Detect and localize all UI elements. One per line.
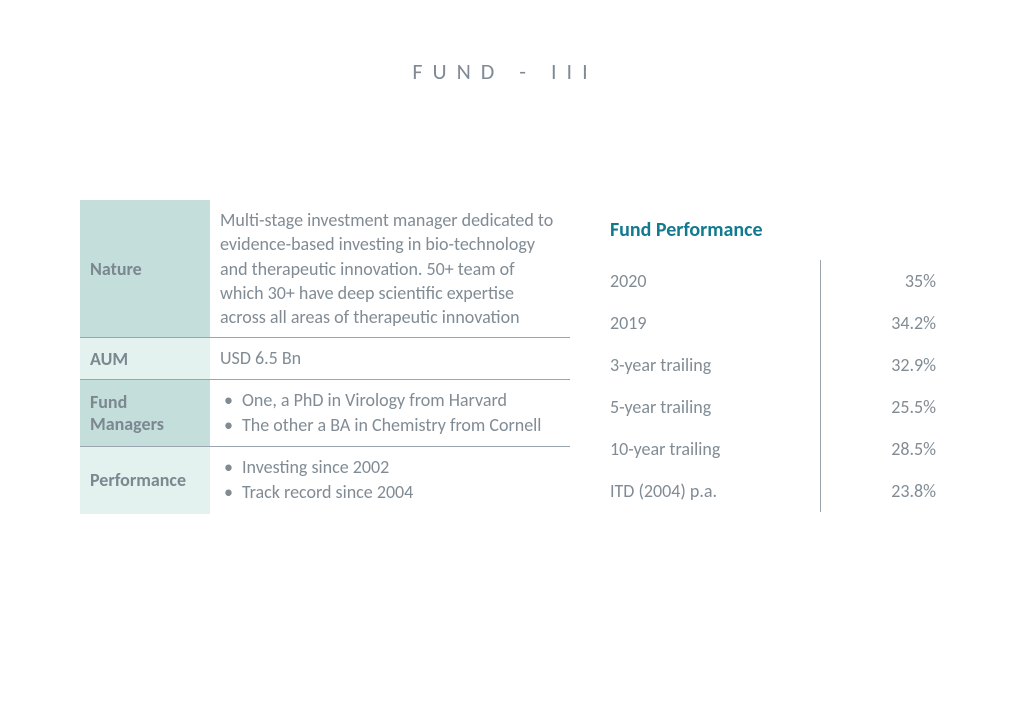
info-row: AUMUSD 6.5 Bn [80, 338, 570, 379]
info-row-value: Investing since 2002Track record since 2… [210, 447, 570, 514]
performance-row: 5-year trailing25.5% [610, 386, 950, 428]
info-row-label: Fund Managers [80, 379, 210, 446]
performance-row-label: 2019 [610, 302, 820, 344]
performance-row: 3-year trailing32.9% [610, 344, 950, 386]
info-row-list: One, a PhD in Virology from HarvardThe o… [220, 388, 560, 438]
info-row-label: Performance [80, 447, 210, 514]
info-row-list-item: Track record since 2004 [224, 480, 560, 505]
info-row-list-item: The other a BA in Chemistry from Cornell [224, 413, 560, 438]
performance-row-label: ITD (2004) p.a. [610, 470, 820, 512]
performance-row: 10-year trailing28.5% [610, 428, 950, 470]
info-row-list-item: One, a PhD in Virology from Harvard [224, 388, 560, 413]
info-row-label: Nature [80, 200, 210, 338]
info-row-value: USD 6.5 Bn [210, 338, 570, 379]
content-area: NatureMulti-stage investment manager ded… [80, 200, 950, 514]
info-row: NatureMulti-stage investment manager ded… [80, 200, 570, 338]
performance-row-label: 3-year trailing [610, 344, 820, 386]
performance-row: 201934.2% [610, 302, 950, 344]
performance-title: Fund Performance [610, 218, 950, 242]
info-row: Fund ManagersOne, a PhD in Virology from… [80, 379, 570, 446]
performance-row-label: 2020 [610, 260, 820, 302]
performance-row-label: 5-year trailing [610, 386, 820, 428]
performance-table: 202035%201934.2%3-year trailing32.9%5-ye… [610, 260, 950, 512]
performance-row: ITD (2004) p.a.23.8% [610, 470, 950, 512]
info-row-value: One, a PhD in Virology from HarvardThe o… [210, 379, 570, 446]
performance-row-label: 10-year trailing [610, 428, 820, 470]
info-row-list: Investing since 2002Track record since 2… [220, 455, 560, 505]
info-row-value: Multi-stage investment manager dedicated… [210, 200, 570, 338]
fund-info-table: NatureMulti-stage investment manager ded… [80, 200, 570, 514]
page-title: FUND - III [0, 58, 1010, 85]
info-row-label: AUM [80, 338, 210, 379]
performance-row-value: 34.2% [820, 302, 950, 344]
info-row-list-item: Investing since 2002 [224, 455, 560, 480]
performance-panel: Fund Performance 202035%201934.2%3-year … [610, 200, 950, 514]
performance-row-value: 25.5% [820, 386, 950, 428]
info-row: PerformanceInvesting since 2002Track rec… [80, 447, 570, 514]
performance-row-value: 35% [820, 260, 950, 302]
performance-row-value: 23.8% [820, 470, 950, 512]
performance-row: 202035% [610, 260, 950, 302]
performance-row-value: 28.5% [820, 428, 950, 470]
performance-row-value: 32.9% [820, 344, 950, 386]
